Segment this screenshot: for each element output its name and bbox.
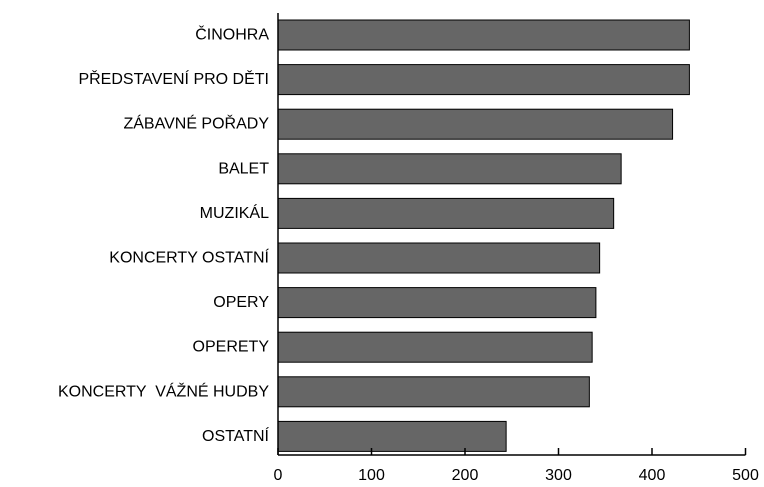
category-label: OPERETY [193,339,270,356]
bar [277,19,690,51]
category-label: PŘEDSTAVENÍ PRO DĚTI [78,69,269,88]
bar [277,242,601,274]
category-labels-group: ČINOHRA PŘEDSTAVENÍ PRO DĚTI ZÁBAVNÉ POŘAD… [58,25,270,445]
bar [277,197,615,229]
category-label: KONCERTY OSTATNÍ [109,248,269,267]
bar [277,153,622,185]
bar [277,287,597,319]
x-tick-label: 300 [545,467,572,484]
category-label: OSTATNÍ [202,426,270,445]
x-tick-label: 100 [358,467,385,484]
x-tick-label: 400 [639,467,666,484]
bars-group [277,19,690,452]
category-label: KONCERTY VÁŽNÉ HUDBY [58,381,269,400]
category-label: MUZIKÁL [200,203,269,222]
category-label: ČINOHRA [195,25,269,44]
category-label: OPERY [213,294,269,311]
bar [277,108,674,140]
category-label: ZÁBAVNÉ POŘADY [123,114,269,133]
x-tick-label: 0 [274,467,283,484]
x-tick-label: 200 [452,467,479,484]
x-axis-group: 0 100 200 300 400 500 [274,13,759,484]
x-tick-label: 500 [732,467,759,484]
bar [277,420,507,452]
bar [277,376,590,408]
category-label: BALET [218,160,269,177]
bar [277,331,593,363]
bar [277,64,690,96]
